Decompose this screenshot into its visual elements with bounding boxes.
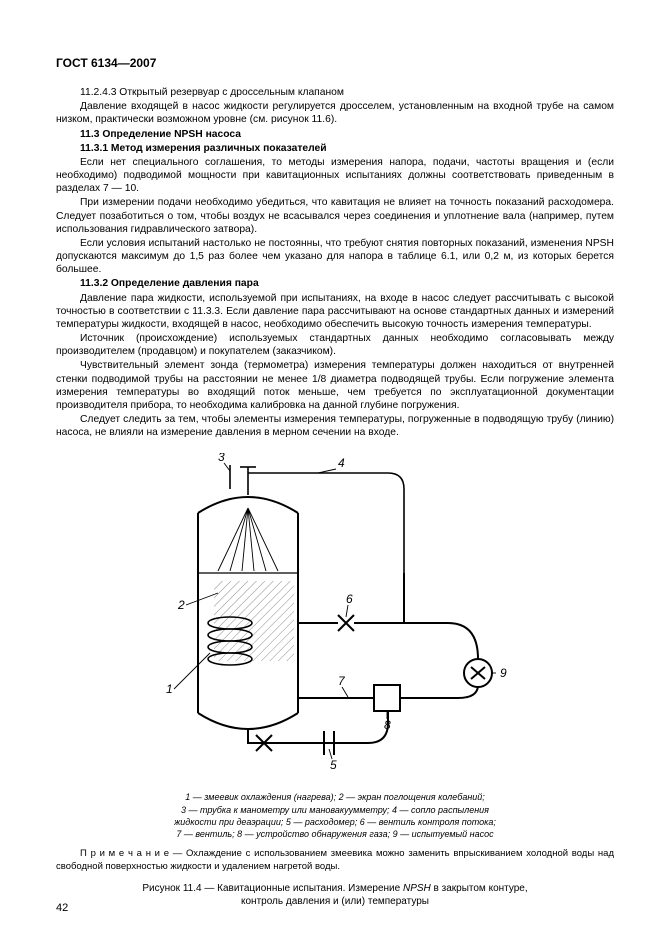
figure-caption: Рисунок 11.4 — Кавитационные испытания. … [56, 882, 614, 909]
callout-1: 1 [166, 682, 173, 696]
para-11-3-1-a: Если нет специального соглашения, то мет… [56, 156, 614, 196]
figure-legend: 1 — змеевик охлаждения (нагрева); 2 — эк… [134, 791, 536, 840]
callout-8: 8 [384, 718, 391, 732]
pipe-return [298, 623, 492, 711]
figure-11-4: 1 2 3 4 5 6 7 8 9 [138, 453, 533, 783]
callout-9: 9 [500, 666, 507, 680]
heading-11-3: 11.3 Определение NPSH насоса [56, 128, 614, 141]
para-11-3-2-a: Давление пара жидкости, используемой при… [56, 292, 614, 332]
para-11-3-1-b: При измерении подачи необходимо убедитьс… [56, 196, 614, 236]
callout-5: 5 [330, 758, 337, 772]
pipe-top [230, 465, 404, 573]
heading-11-3-2: 11.3.2 Определение давления пара [56, 277, 614, 290]
para-11-3-2-d: Следует следить за тем, чтобы элементы и… [56, 413, 614, 439]
para-11-2-4-3-title: 11.2.4.3 Открытый резервуар с дроссельны… [56, 86, 614, 99]
figure-note: П р и м е ч а н и е — Охлаждение с испол… [56, 848, 614, 874]
callout-2: 2 [177, 598, 185, 612]
callout-6: 6 [346, 592, 353, 606]
standard-id: ГОСТ 6134—2007 [56, 56, 614, 70]
para-11-3-1-c: Если условия испытаний настолько не пост… [56, 237, 614, 277]
para-11-3-2-c: Чувствительный элемент зонда (термометра… [56, 359, 614, 412]
tank [198, 497, 298, 729]
callout-3: 3 [218, 453, 225, 464]
para-11-3-2-b: Источник (происхождение) используемых ст… [56, 332, 614, 358]
page-number: 42 [56, 902, 68, 914]
heading-11-3-1: 11.3.1 Метод измерения различных показат… [56, 142, 614, 155]
callout-7: 7 [338, 674, 346, 688]
callout-4: 4 [338, 456, 345, 470]
para-11-2-4-3-body: Давление входящей в насос жидкости регул… [56, 100, 614, 126]
